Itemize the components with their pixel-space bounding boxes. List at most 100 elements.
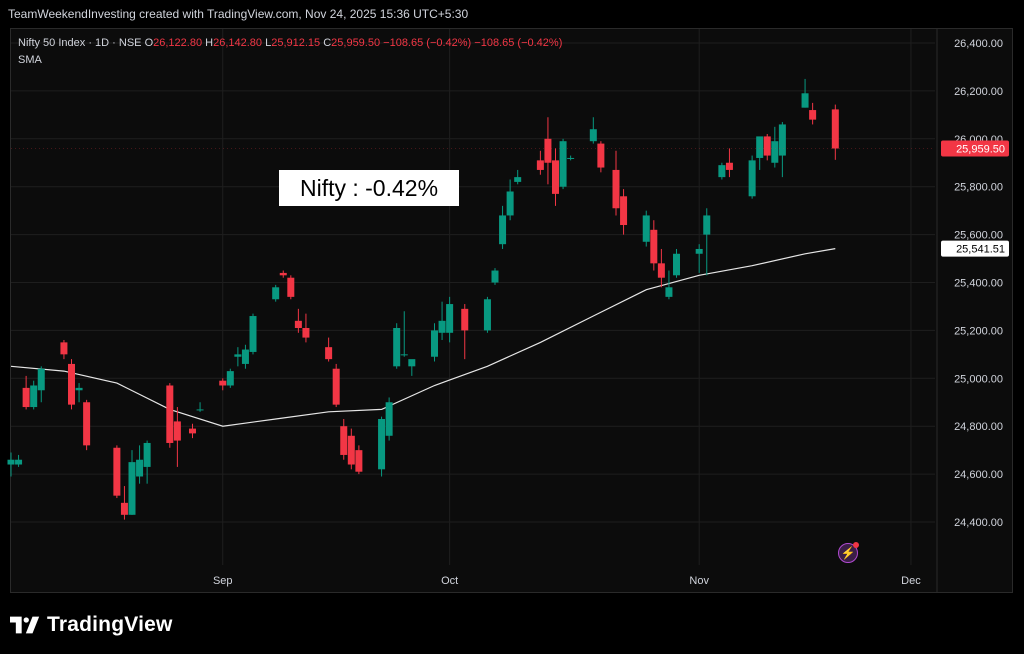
candle-body	[226, 371, 234, 386]
candle-body	[287, 277, 295, 297]
annotation-box: Nifty : -0.42%	[279, 170, 459, 206]
candle-body	[506, 191, 514, 216]
candle-body	[620, 196, 628, 226]
tradingview-logo-icon	[10, 616, 40, 634]
candle-body	[589, 129, 597, 142]
candle-body	[514, 177, 522, 182]
y-tick-label: 25,800.00	[954, 182, 1003, 194]
candle-body	[446, 304, 454, 333]
candle-body	[385, 402, 393, 436]
candle-body	[491, 270, 499, 283]
sma-indicator-label[interactable]: SMA	[18, 54, 42, 66]
candle-body	[612, 169, 620, 209]
candle-body	[718, 165, 726, 178]
candle-body	[771, 141, 779, 163]
x-tick-label: Oct	[441, 575, 458, 587]
candle-body	[552, 160, 559, 194]
brand-name: TradingView	[47, 613, 173, 636]
candle-body	[166, 385, 174, 443]
candle-body	[219, 380, 227, 386]
candle-body	[703, 215, 711, 235]
close-label: C	[323, 37, 332, 49]
open-label: O	[144, 37, 154, 49]
candle-body	[673, 253, 680, 276]
candle-body	[249, 316, 257, 352]
candle-body	[393, 328, 401, 367]
y-tick-label: 26,200.00	[954, 86, 1003, 98]
ohlc-legend: Nifty 50 Index · 1D · NSE O26,122.80 H26…	[18, 37, 562, 49]
candle-body	[83, 402, 91, 446]
candle-body	[128, 462, 136, 515]
candle-body	[60, 342, 68, 355]
notification-dot	[853, 542, 859, 548]
candle-body	[340, 426, 348, 455]
candle-body	[408, 359, 416, 367]
x-tick-label: Nov	[689, 575, 709, 587]
attribution-bar: TeamWeekendInvesting created with Tradin…	[0, 0, 1024, 28]
candle-body	[483, 299, 491, 331]
candle-body	[136, 459, 144, 477]
y-tick-label: 25,000.00	[954, 373, 1003, 385]
footer-brand: TradingView	[10, 612, 173, 638]
y-tick-label: 25,600.00	[954, 230, 1003, 242]
candle-body	[143, 442, 151, 467]
candle-body	[461, 308, 469, 331]
candle-body	[294, 320, 302, 329]
candle-body	[68, 363, 75, 405]
y-tick-label: 24,600.00	[954, 469, 1003, 481]
candle-body	[657, 263, 665, 278]
candle-body	[113, 447, 121, 496]
candle-body	[831, 109, 839, 149]
candle-body	[347, 435, 355, 465]
x-tick-label: Sep	[213, 575, 233, 587]
y-tick-label: 26,400.00	[954, 38, 1003, 50]
candle-body	[7, 459, 15, 465]
close-value: 25,959.50	[331, 37, 381, 49]
change-value-secondary: −108.65 (−0.42%)	[474, 37, 563, 49]
candle-body	[15, 459, 23, 465]
y-tick-label: 25,200.00	[954, 325, 1003, 337]
candle-body	[272, 287, 280, 300]
candle-body	[642, 215, 650, 242]
candle-body	[763, 136, 771, 156]
candle-body	[378, 419, 386, 470]
candle-body	[400, 354, 408, 356]
y-tick-label: 24,400.00	[954, 517, 1003, 529]
last-price-tag	[941, 140, 1009, 157]
open-value: 26,122.80	[153, 37, 203, 49]
candle-body	[559, 141, 567, 187]
candle-body	[189, 428, 196, 434]
candle-body	[75, 387, 83, 391]
candle-body	[725, 162, 733, 170]
candle-body	[544, 138, 552, 163]
candle-body	[695, 248, 703, 254]
candle-body	[809, 110, 817, 120]
attribution-text: TeamWeekendInvesting created with Tradin…	[8, 7, 469, 21]
candle-body	[30, 385, 38, 408]
candle-body	[332, 368, 340, 405]
high-label: H	[205, 37, 214, 49]
candle-body	[801, 93, 809, 108]
low-label: L	[265, 37, 272, 49]
candle-body	[302, 328, 310, 338]
candle-body	[756, 136, 764, 158]
candle-body	[355, 450, 363, 472]
candle-body	[325, 347, 333, 360]
candle-body	[536, 160, 544, 170]
candle-body	[173, 421, 181, 441]
x-tick-label: Dec	[901, 575, 921, 587]
high-value: 26,142.80	[213, 37, 263, 49]
candle-body	[597, 143, 605, 168]
chart-frame[interactable]	[10, 28, 1013, 593]
change-value: −108.65 (−0.42%)	[383, 37, 472, 49]
candle-body	[234, 354, 242, 357]
y-tick-label: 25,400.00	[954, 278, 1003, 290]
symbol-label[interactable]: Nifty 50 Index · 1D · NSE	[18, 37, 142, 49]
candle-body	[196, 409, 204, 411]
candle-body	[567, 157, 575, 159]
candle-body	[241, 349, 249, 364]
candle-body	[665, 287, 673, 297]
lightning-icon[interactable]: ⚡	[838, 542, 859, 563]
y-tick-label: 24,800.00	[954, 421, 1003, 433]
